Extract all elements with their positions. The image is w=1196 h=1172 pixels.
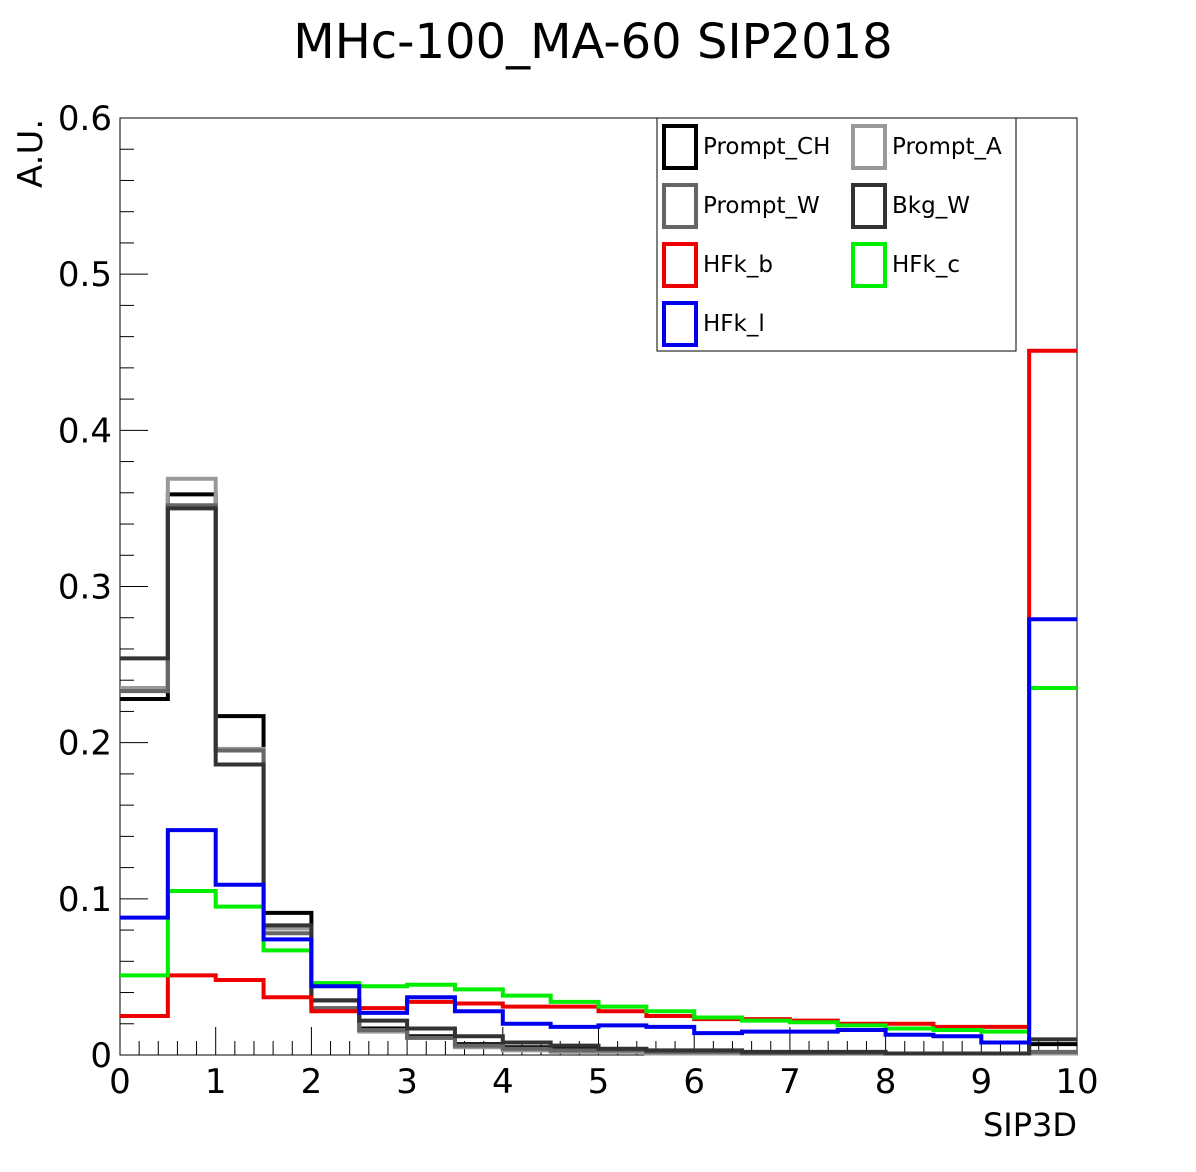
- x-tick-label: 0: [109, 1062, 131, 1102]
- chart-title: MHc-100_MA-60 SIP2018: [293, 14, 892, 70]
- legend-swatch: [662, 183, 698, 229]
- legend-swatch: [851, 242, 887, 288]
- x-tick-label: 2: [301, 1062, 323, 1102]
- x-tick-label: 9: [970, 1062, 992, 1102]
- legend-swatch: [662, 242, 698, 288]
- y-tick-label: 0.1: [58, 880, 112, 920]
- legend-label: Prompt_W: [703, 193, 820, 219]
- series-line-hfk-l: [120, 617, 1077, 1045]
- legend-swatch: [851, 124, 887, 170]
- x-tick-label: 6: [683, 1062, 705, 1102]
- series-line-bkg-w: [120, 506, 1077, 1056]
- x-tick-label: 5: [588, 1062, 610, 1102]
- x-tick-label: 4: [492, 1062, 514, 1102]
- legend-label: Bkg_W: [892, 193, 970, 219]
- legend-label: Prompt_CH: [703, 134, 830, 160]
- y-tick-label: 0.2: [58, 724, 112, 764]
- y-tick-label: 0.4: [58, 411, 112, 451]
- series-lines: [120, 348, 1077, 1056]
- legend-label: HFk_c: [892, 252, 960, 278]
- x-tick-label: 7: [779, 1062, 801, 1102]
- series-line-hfk-b: [120, 348, 1077, 1029]
- legend-box: [656, 117, 1017, 352]
- legend-swatch: [662, 124, 698, 170]
- y-tick-label: 0.6: [58, 99, 112, 139]
- legend-label: HFk_l: [703, 311, 765, 337]
- y-tick-label: 0: [90, 1036, 112, 1076]
- y-axis-label: A.U.: [11, 119, 51, 188]
- x-tick-label: 1: [205, 1062, 227, 1102]
- legend-label: HFk_b: [703, 252, 773, 278]
- legend-swatch: [662, 301, 698, 347]
- axis-tick-labels: 0 1 2 3 4 5 6 7 8 9 10 0 0.1 0.2 0.3 0.4 0.5 0.6: [58, 99, 1099, 1102]
- legend-label: Prompt_A: [892, 134, 1002, 160]
- legend-swatch: [851, 183, 887, 229]
- x-tick-label: 8: [875, 1062, 897, 1102]
- y-tick-label: 0.5: [58, 255, 112, 295]
- series-line-hfk-c: [120, 686, 1077, 1034]
- y-tick-label: 0.3: [58, 568, 112, 608]
- x-tick-label: 10: [1055, 1062, 1098, 1102]
- x-axis-label: SIP3D: [983, 1106, 1077, 1144]
- x-tick-label: 3: [396, 1062, 418, 1102]
- legend: Prompt_CH Prompt_A Prompt_W Bkg_W HFk_b HFk_c…: [656, 117, 1017, 352]
